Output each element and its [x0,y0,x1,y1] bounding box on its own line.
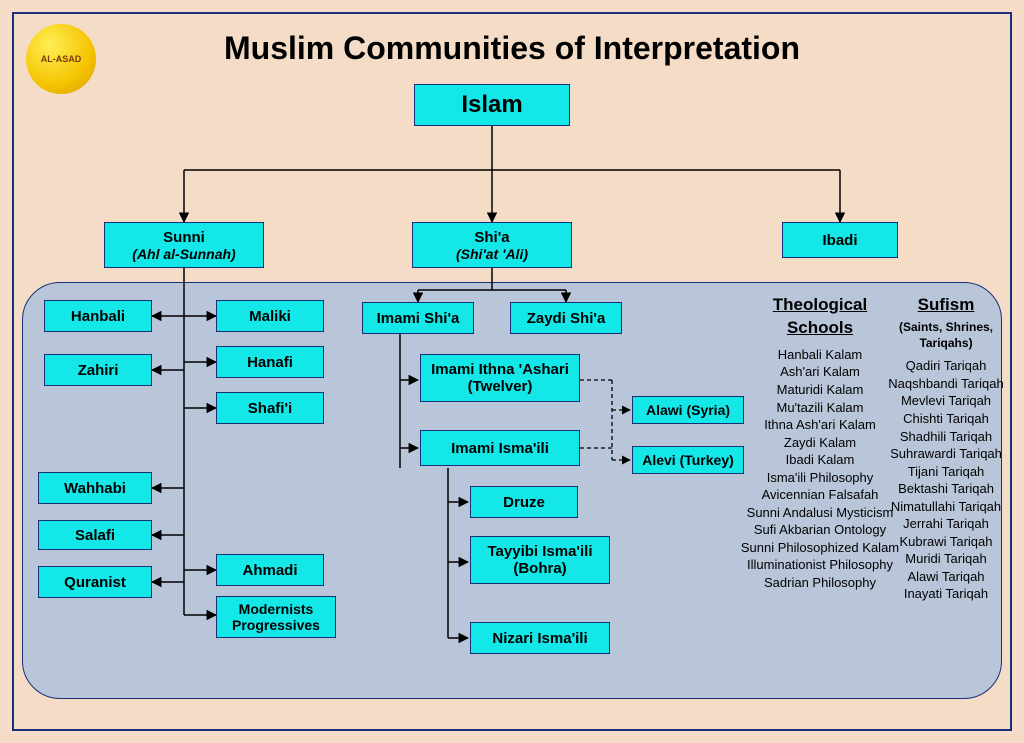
theo-item: Maturidi Kalam [740,381,900,399]
sufi-item: Chishti Tariqah [886,410,1006,428]
sufi-item: Suhrawardi Tariqah [886,445,1006,463]
sufi-item: Muridi Tariqah [886,550,1006,568]
node-ismaili: Imami Isma'ili [420,430,580,466]
sufi-item: Jerrahi Tariqah [886,515,1006,533]
theo-item: Isma'ili Philosophy [740,469,900,487]
page-title: Muslim Communities of Interpretation [0,30,1024,67]
theo-item: Ithna Ash'ari Kalam [740,416,900,434]
node-alevi: Alevi (Turkey) [632,446,744,474]
node-zaydi-shia: Zaydi Shi'a [510,302,622,334]
node-ibadi: Ibadi [782,222,898,258]
theo-item: Sadrian Philosophy [740,574,900,592]
theo-item: Zaydi Kalam [740,434,900,452]
theo-header: Theological Schools [740,294,900,340]
node-wahhabi: Wahhabi [38,472,152,504]
node-twelver: Imami Ithna 'Ashari (Twelver) [420,354,580,402]
theological-schools-list: Theological Schools Hanbali KalamAsh'ari… [740,294,900,592]
sufi-item: Kubrawi Tariqah [886,533,1006,551]
sufi-header: Sufism [886,294,1006,317]
node-ahmadi: Ahmadi [216,554,324,586]
node-quranist: Quranist [38,566,152,598]
node-shafii: Shafi'i [216,392,324,424]
node-zahiri: Zahiri [44,354,152,386]
node-alawi: Alawi (Syria) [632,396,744,424]
sufi-item: Tijani Tariqah [886,463,1006,481]
node-nizari: Nizari Isma'ili [470,622,610,654]
theo-item: Sunni Philosophized Kalam [740,539,900,557]
node-modernists: Modernists Progressives [216,596,336,638]
sufi-subheader: (Saints, Shrines, Tariqahs) [886,319,1006,351]
node-hanbali: Hanbali [44,300,152,332]
node-tayyibi: Tayyibi Isma'ili (Bohra) [470,536,610,584]
sufi-item: Mevlevi Tariqah [886,392,1006,410]
theo-item: Ibadi Kalam [740,451,900,469]
node-hanafi: Hanafi [216,346,324,378]
node-druze: Druze [470,486,578,518]
sufi-item: Inayati Tariqah [886,585,1006,603]
sufi-item: Qadiri Tariqah [886,357,1006,375]
node-salafi: Salafi [38,520,152,550]
sufism-list: Sufism (Saints, Shrines, Tariqahs) Qadir… [886,294,1006,603]
theo-item: Illuminationist Philosophy [740,556,900,574]
theo-item: Hanbali Kalam [740,346,900,364]
theo-item: Sufi Akbarian Ontology [740,521,900,539]
node-islam: Islam [414,84,570,126]
sufi-item: Shadhili Tariqah [886,428,1006,446]
node-sunni: Sunni (Ahl al-Sunnah) [104,222,264,268]
node-imami-shia: Imami Shi'a [362,302,474,334]
theo-item: Sunni Andalusi Mysticism [740,504,900,522]
sufi-item: Alawi Tariqah [886,568,1006,586]
sufi-item: Naqshbandi Tariqah [886,375,1006,393]
sufi-item: Bektashi Tariqah [886,480,1006,498]
theo-item: Avicennian Falsafah [740,486,900,504]
node-maliki: Maliki [216,300,324,332]
sufi-item: Nimatullahi Tariqah [886,498,1006,516]
theo-item: Ash'ari Kalam [740,363,900,381]
node-shia: Shi'a (Shi'at 'Ali) [412,222,572,268]
theo-item: Mu'tazili Kalam [740,399,900,417]
